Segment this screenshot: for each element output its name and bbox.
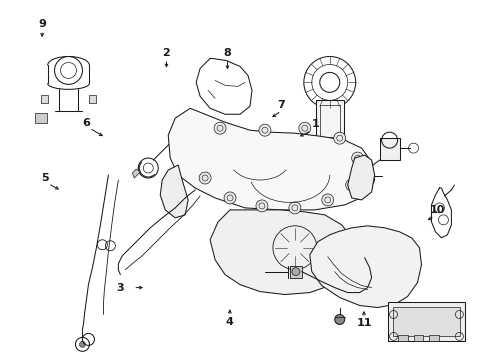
Polygon shape: [160, 165, 188, 218]
Circle shape: [214, 122, 225, 134]
Circle shape: [80, 341, 85, 347]
Circle shape: [255, 200, 267, 212]
Bar: [289, 266, 301, 278]
Circle shape: [333, 132, 345, 144]
Circle shape: [345, 179, 357, 191]
Text: 9: 9: [38, 19, 46, 29]
Circle shape: [224, 192, 236, 204]
Text: 2: 2: [163, 48, 170, 58]
Text: 6: 6: [82, 118, 90, 128]
Circle shape: [298, 122, 310, 134]
Polygon shape: [41, 95, 47, 103]
Bar: [315, 100, 343, 142]
Text: 10: 10: [428, 206, 444, 216]
Circle shape: [321, 194, 333, 206]
Polygon shape: [35, 113, 46, 123]
Polygon shape: [210, 210, 354, 294]
Polygon shape: [132, 169, 140, 178]
Bar: [392, 306, 459, 336]
Polygon shape: [89, 95, 96, 103]
Text: 7: 7: [277, 100, 285, 110]
Circle shape: [288, 202, 300, 214]
Bar: [413, 336, 423, 341]
Circle shape: [259, 124, 270, 136]
Bar: [387, 302, 465, 341]
Bar: [428, 336, 439, 341]
Text: 11: 11: [355, 319, 371, 328]
Circle shape: [199, 172, 211, 184]
Polygon shape: [347, 155, 374, 200]
Text: 8: 8: [223, 48, 231, 58]
Bar: [379, 138, 399, 160]
Text: 4: 4: [225, 317, 233, 327]
Circle shape: [351, 152, 363, 164]
Circle shape: [291, 268, 299, 276]
Text: 5: 5: [41, 173, 48, 183]
Polygon shape: [309, 226, 421, 307]
Polygon shape: [168, 108, 374, 210]
Text: 3: 3: [116, 283, 124, 293]
Bar: [397, 336, 407, 341]
Bar: [319, 105, 339, 137]
Circle shape: [334, 315, 344, 324]
Text: 1: 1: [311, 120, 319, 129]
